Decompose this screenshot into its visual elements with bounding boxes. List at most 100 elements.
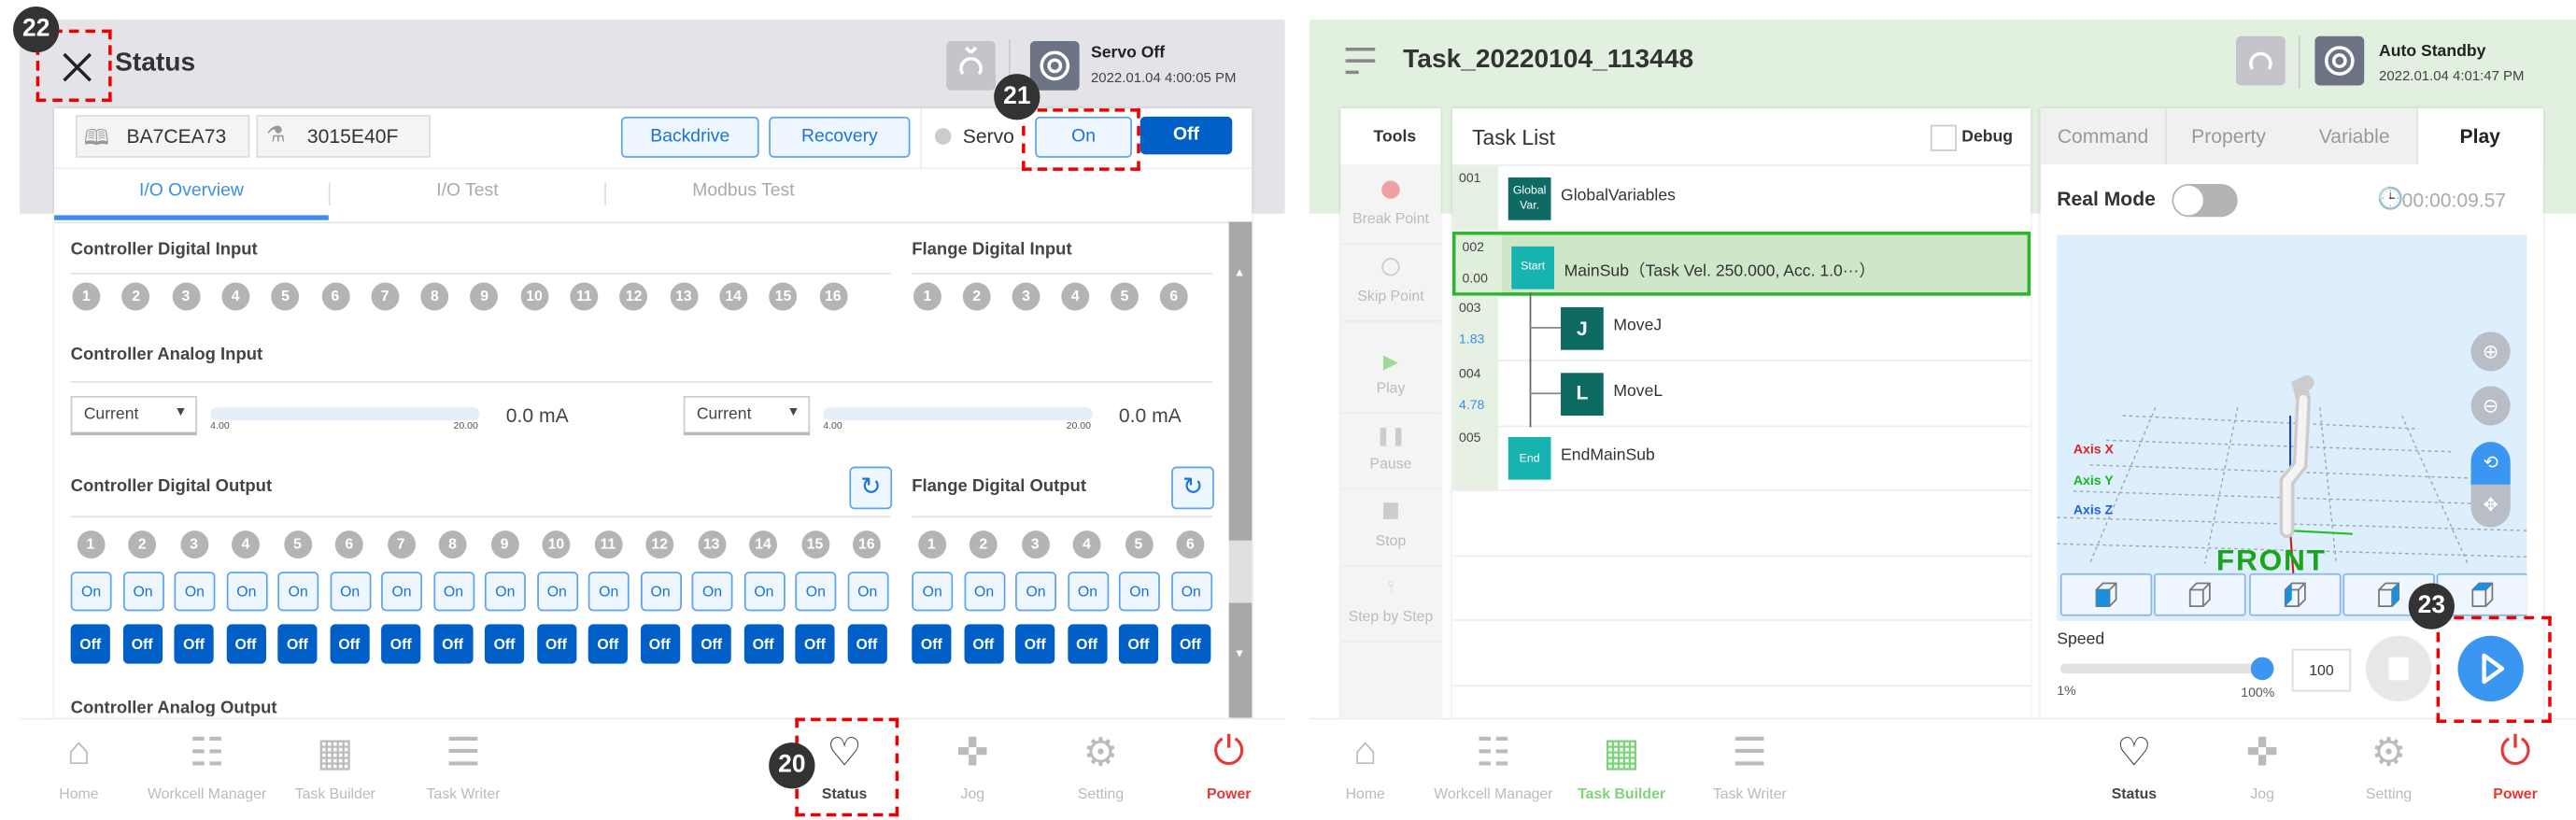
flange-output-on-button[interactable]: On (1118, 572, 1160, 612)
flange-output-on-button[interactable]: On (963, 572, 1005, 612)
refresh-button[interactable] (2235, 35, 2286, 86)
scrollbar-thumb[interactable] (1228, 221, 1253, 541)
nav-item-home[interactable]: ⌂ Home (13, 729, 145, 812)
nav-item-status[interactable]: ♡ Status (779, 729, 911, 812)
nav-item-task-builder[interactable]: ▦ Task Builder (269, 729, 401, 812)
task-row[interactable]: 005 End EndMainSub (1451, 425, 2031, 491)
flange-output-off-button[interactable]: Off (1170, 624, 1210, 664)
controller-output-off-button[interactable]: Off (174, 624, 214, 664)
flange-output-off-button[interactable]: Off (912, 624, 952, 664)
task-row[interactable]: 002 0.00 Start MainSub（Task Vel. 250.000, A… (1451, 231, 2031, 295)
flange-output-on-button[interactable]: On (1015, 572, 1057, 612)
play-button[interactable] (2457, 635, 2524, 702)
controller-output-refresh-button[interactable]: ↻ (849, 466, 893, 510)
scrollbar-track-end[interactable] (1228, 602, 1253, 718)
nav-item-jog[interactable]: ✜ Jog (907, 729, 1039, 812)
view-front-button[interactable] (2059, 573, 2153, 616)
nav-item-power[interactable]: ⏻ Power (2450, 729, 2576, 812)
controller-output-off-button[interactable]: Off (587, 624, 628, 664)
servo-off-button[interactable]: Off (1139, 116, 1233, 155)
controller-output-off-button[interactable]: Off (225, 624, 266, 664)
controller-output-off-button[interactable]: Off (122, 624, 163, 664)
controller-output-on-button[interactable]: On (587, 572, 630, 612)
tab-property[interactable]: Property (2166, 108, 2293, 164)
tool-play[interactable]: ▶ Play (1340, 340, 1441, 415)
controller-output-on-button[interactable]: On (691, 572, 733, 612)
controller-output-on-button[interactable]: On (381, 572, 423, 612)
controller-output-on-button[interactable]: On (640, 572, 682, 612)
controller-output-off-button[interactable]: Off (640, 624, 680, 664)
controller-output-off-button[interactable]: Off (536, 624, 576, 664)
tab-io-overview[interactable]: I/O Overview (138, 180, 244, 201)
speed-slider-knob[interactable] (2250, 657, 2274, 681)
nav-item-workcell-manager[interactable]: ☷ Workcell Manager (141, 729, 273, 812)
tool-break-point[interactable]: Break Point (1340, 170, 1441, 246)
controller-output-off-button[interactable]: Off (70, 624, 110, 664)
flange-output-on-button[interactable]: On (1170, 572, 1212, 612)
speed-input[interactable]: 100 (2291, 648, 2352, 692)
refresh-button[interactable] (946, 40, 996, 91)
controller-output-off-button[interactable]: Off (277, 624, 318, 664)
3d-viewport[interactable]: Axis X Axis Y Axis Z FRONT ⊕ ⊖ ⟲ ✥ (2057, 234, 2527, 621)
rotate-mode-button[interactable]: ⟲ (2470, 442, 2511, 485)
nav-item-setting[interactable]: ⚙ Setting (1035, 729, 1167, 812)
flange-output-on-button[interactable]: On (912, 572, 954, 612)
controller-output-off-button[interactable]: Off (846, 624, 886, 664)
debug-checkbox[interactable] (1930, 124, 1957, 151)
flange-output-off-button[interactable]: Off (1067, 624, 1107, 664)
controller-output-on-button[interactable]: On (122, 572, 164, 612)
nav-item-task-writer[interactable]: ☰ Task Writer (398, 729, 530, 812)
nav-item-task-builder[interactable]: ▦ Task Builder (1556, 729, 1688, 812)
flange-output-off-button[interactable]: Off (1118, 624, 1159, 664)
controller-output-on-button[interactable]: On (277, 572, 319, 612)
controller-output-on-button[interactable]: On (174, 572, 216, 612)
controller-output-on-button[interactable]: On (536, 572, 578, 612)
pan-mode-button[interactable]: ✥ (2470, 484, 2511, 528)
close-button[interactable] (56, 46, 99, 89)
controller-output-on-button[interactable]: On (795, 572, 837, 612)
controller-output-on-button[interactable]: On (484, 572, 526, 612)
tab-command[interactable]: Command (2040, 108, 2168, 164)
view-left-button[interactable] (2248, 573, 2341, 616)
nav-item-home[interactable]: ⌂ Home (1299, 729, 1431, 812)
tool-stop[interactable]: Stop (1340, 492, 1441, 567)
real-mode-toggle[interactable] (2172, 184, 2238, 218)
tool-skip-point[interactable]: Skip Point (1340, 247, 1441, 322)
controller-output-off-button[interactable]: Off (691, 624, 731, 664)
flange-output-on-button[interactable]: On (1067, 572, 1109, 612)
tab-play[interactable]: Play (2417, 108, 2543, 164)
zoom-in-button[interactable]: ⊕ (2470, 332, 2511, 372)
speed-slider[interactable] (2059, 657, 2274, 681)
nav-item-workcell-manager[interactable]: ☷ Workcell Manager (1428, 729, 1560, 812)
controller-output-on-button[interactable]: On (329, 572, 371, 612)
task-row[interactable]: 003 1.83 J MoveJ (1451, 292, 2031, 361)
controller-output-off-button[interactable]: Off (795, 624, 835, 664)
controller-output-off-button[interactable]: Off (432, 624, 473, 664)
scrollbar[interactable]: ▲ ▼ (1228, 221, 1253, 718)
controller-output-on-button[interactable]: On (846, 572, 888, 612)
stop-button[interactable] (2365, 635, 2432, 702)
nav-item-power[interactable]: ⏻ Power (1163, 729, 1295, 812)
task-row[interactable]: 004 4.78 L MoveL (1451, 357, 2031, 427)
flange-output-off-button[interactable]: Off (963, 624, 1003, 664)
flange-output-refresh-button[interactable]: ↻ (1171, 466, 1214, 510)
controller-output-off-button[interactable]: Off (484, 624, 525, 664)
controller-output-on-button[interactable]: On (432, 572, 474, 612)
backdrive-button[interactable]: Backdrive (620, 116, 759, 158)
nav-item-jog[interactable]: ✜ Jog (2197, 729, 2328, 812)
analog-mode-dropdown[interactable]: Current ▼ (683, 395, 811, 436)
nav-item-task-writer[interactable]: ☰ Task Writer (1684, 729, 1816, 812)
robot-status-icon[interactable] (2314, 35, 2365, 86)
servo-status-icon[interactable] (1029, 40, 1080, 91)
servo-on-button[interactable]: On (1035, 116, 1132, 158)
task-row[interactable]: 001 Global Var. GlobalVariables (1451, 165, 2031, 233)
controller-output-on-button[interactable]: On (225, 572, 267, 612)
recovery-button[interactable]: Recovery (769, 116, 911, 158)
controller-output-off-button[interactable]: Off (743, 624, 784, 664)
menu-button[interactable] (1344, 44, 1377, 77)
controller-output-on-button[interactable]: On (70, 572, 112, 612)
controller-output-off-button[interactable]: Off (381, 624, 421, 664)
controller-output-off-button[interactable]: Off (329, 624, 369, 664)
tool-pause[interactable]: ❚❚ Pause (1340, 416, 1441, 490)
scroll-up-icon[interactable]: ▲ (1234, 267, 1246, 280)
